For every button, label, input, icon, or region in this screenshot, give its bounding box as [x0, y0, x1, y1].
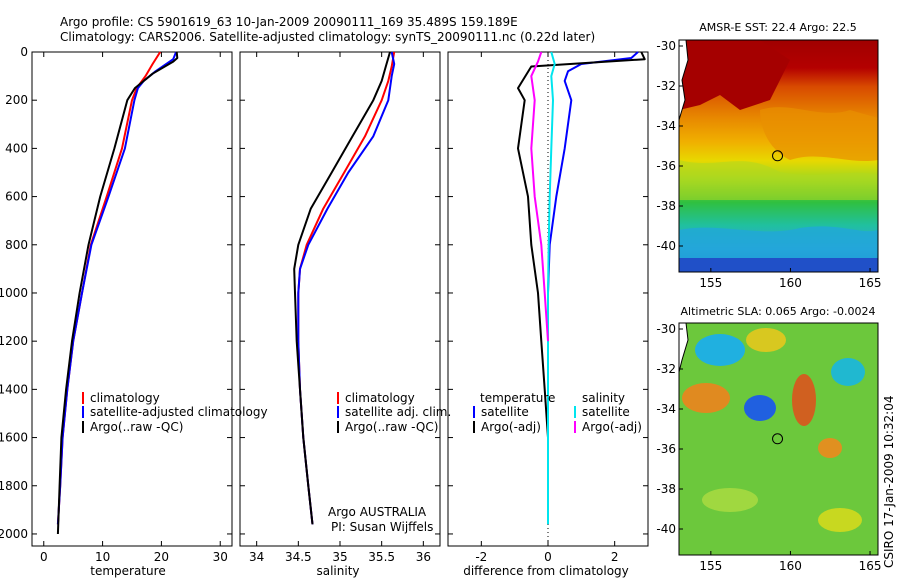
temperature-xtick-label: 0	[40, 550, 48, 564]
temperature-xtick-label: 30	[213, 550, 228, 564]
difference-xlabel: difference from climatology	[463, 564, 629, 578]
sla-high-eddy	[746, 328, 786, 352]
depth-tick-label: 200	[5, 93, 28, 107]
temperature-xtick-label: 20	[154, 550, 169, 564]
sst-warm-core	[679, 40, 790, 110]
legend-label: satellite	[481, 405, 529, 419]
sst-land	[679, 40, 689, 121]
map-ytick-label: -30	[656, 322, 676, 336]
depth-tick-label: 400	[5, 141, 28, 155]
map-ytick-label: -40	[656, 522, 676, 536]
sla-low-eddy	[744, 395, 776, 421]
map-ytick-label: -40	[656, 239, 676, 253]
sst-warm-patch	[760, 107, 878, 162]
map-xtick-label: 165	[859, 559, 882, 573]
map-ytick-label: -38	[656, 482, 676, 496]
depth-tick-label: 600	[5, 190, 28, 204]
sla-map-axes: 155 160 165 -30 -32 -34 -36 -38 -40	[656, 322, 881, 573]
depth-tick-label: 1800	[0, 479, 28, 493]
difference-xtick-label: -2	[475, 550, 487, 564]
map-ytick-label: -34	[656, 402, 676, 416]
sla-patch	[702, 488, 758, 512]
salinity-legend: climatology satellite adj. clim. Argo(..…	[328, 391, 451, 534]
temperature-series-black	[56, 51, 179, 535]
legend-label: climatology	[345, 391, 415, 405]
csiro-timestamp-label: CSIRO 17-Jan-2009 10:32:04	[882, 396, 896, 568]
map-xtick-label: 155	[699, 276, 722, 290]
sst-map-title: AMSR-E SST: 22.4 Argo: 22.5	[699, 21, 857, 34]
legend-label: Argo(..raw -QC)	[345, 420, 438, 434]
sst-front	[679, 160, 878, 200]
depth-tick-label: 1000	[0, 286, 28, 300]
difference-panel: -2 0 2	[448, 51, 648, 564]
sla-profile-marker	[772, 433, 784, 445]
temperature-xtick-label: 10	[95, 550, 110, 564]
salinity-xlabel: salinity	[316, 564, 359, 578]
pi-label: PI: Susan Wijffels	[331, 520, 433, 534]
map-ytick-label: -36	[656, 442, 676, 456]
legend-label: Argo(-adj)	[481, 420, 541, 434]
legend-label: satellite adj. clim.	[345, 405, 451, 419]
sla-high-eddy	[818, 438, 842, 458]
map-ytick-label: -30	[656, 39, 676, 53]
figure-title-line2: Climatology: CARS2006. Satellite-adjuste…	[60, 30, 595, 44]
temperature-axes	[31, 51, 233, 547]
map-xtick-label: 165	[859, 276, 882, 290]
sst-map-axes: 155 160 165 -30 -32 -34 -36 -38 -40	[656, 39, 881, 290]
sla-high-eddy	[682, 383, 730, 413]
salinity-xtick-label: 34	[249, 550, 264, 564]
map-xtick-label: 160	[779, 276, 802, 290]
sla-map-title: Altimetric SLA: 0.065 Argo: -0.0024	[681, 305, 876, 318]
temperature-xlabel: temperature	[90, 564, 165, 578]
sst-profile-marker	[772, 150, 784, 162]
sla-low-eddy	[695, 334, 745, 366]
depth-tick-label: 1600	[0, 431, 28, 445]
map-ytick-label: -32	[656, 79, 676, 93]
salinity-xtick-label: 35.5	[368, 550, 395, 564]
depth-tick-label: 800	[5, 238, 28, 252]
depth-tick-label: 2000	[0, 527, 28, 541]
difference-xtick-label: 2	[611, 550, 619, 564]
salinity-xtick-label: 34.5	[285, 550, 312, 564]
depth-tick-label: 1200	[0, 334, 28, 348]
map-ytick-label: -32	[656, 362, 676, 376]
map-ytick-label: -34	[656, 119, 676, 133]
argo-australia-label: Argo AUSTRALIA	[328, 505, 427, 519]
sla-low-eddy	[831, 358, 865, 386]
map-xtick-label: 155	[699, 559, 722, 573]
temperature-legend: climatology satellite-adjusted climatolo…	[82, 391, 268, 434]
legend-heading-temperature: temperature	[480, 391, 555, 405]
sst-map-image	[679, 40, 878, 272]
sst-cold-band	[679, 258, 878, 272]
figure-title-line1: Argo profile: CS 5901619_63 10-Jan-2009 …	[60, 15, 518, 29]
difference-series-magenta	[530, 51, 549, 342]
salinity-axes	[239, 51, 441, 547]
difference-xtick-label: 0	[544, 550, 552, 564]
temperature-panel: 0 10 20 30 0 200 400 600 800 1000 1200 1400 1600 1800…	[0, 45, 232, 564]
legend-label: Argo(-adj)	[582, 420, 642, 434]
legend-label: satellite-adjusted climatology	[90, 405, 268, 419]
sla-patch	[818, 508, 862, 532]
salinity-xtick-label: 35	[332, 550, 347, 564]
map-ytick-label: -38	[656, 199, 676, 213]
legend-label: Argo(..raw -QC)	[90, 420, 183, 434]
sst-map-frame	[678, 39, 879, 273]
depth-tick-label: 0	[20, 45, 28, 59]
sla-high-eddy	[792, 374, 816, 426]
sla-map-frame	[678, 322, 879, 556]
difference-series-cyan	[547, 51, 556, 525]
salinity-series-black	[293, 51, 391, 525]
difference-legend: temperature satellite Argo(-adj) salinit…	[473, 391, 642, 434]
sla-land	[679, 323, 689, 373]
map-xtick-label: 160	[779, 559, 802, 573]
salinity-xtick-label: 36	[416, 550, 431, 564]
salinity-panel: 34 34.5 35 35.5 36	[240, 51, 440, 564]
map-ytick-label: -36	[656, 159, 676, 173]
depth-tick-label: 1400	[0, 382, 28, 396]
legend-label: climatology	[90, 391, 160, 405]
legend-label: satellite	[582, 405, 630, 419]
sla-map-image	[679, 323, 878, 555]
legend-heading-salinity: salinity	[582, 391, 625, 405]
